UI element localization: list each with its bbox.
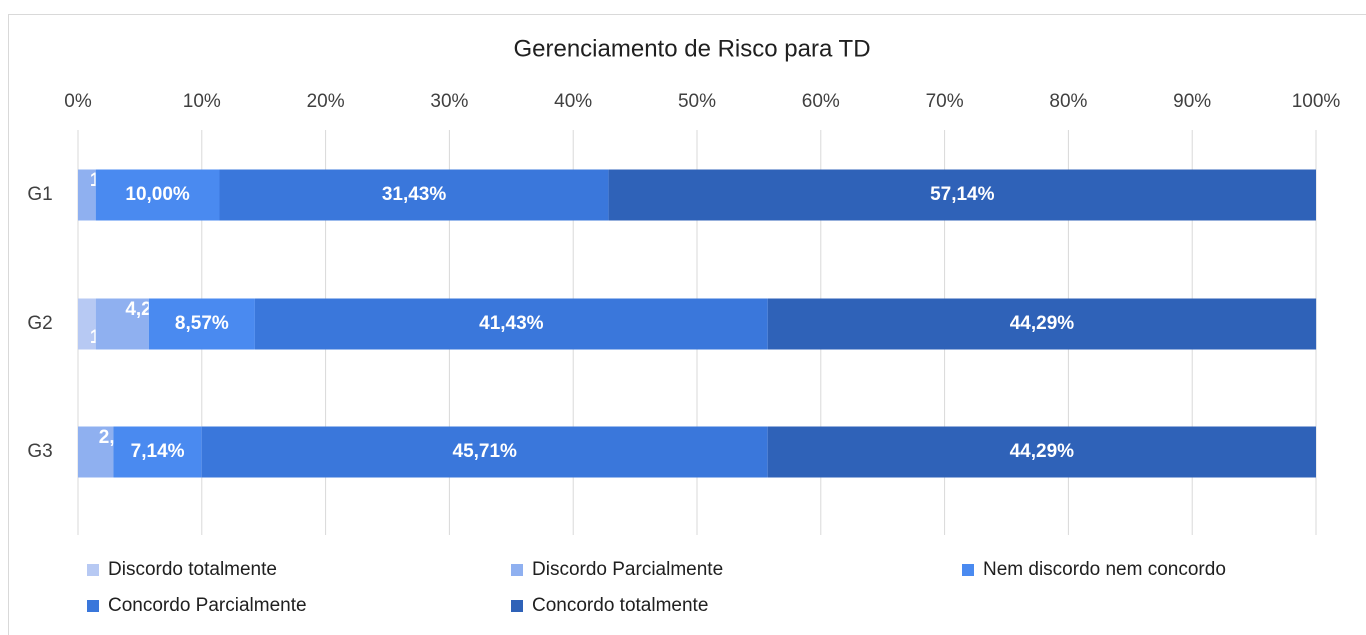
- y-tick-label: G1: [27, 184, 52, 205]
- x-tick-label: 40%: [554, 91, 592, 112]
- bar-segment: [78, 426, 114, 478]
- x-tick-label: 60%: [802, 91, 840, 112]
- value-label: 8,57%: [175, 313, 229, 334]
- bar-segment: [95, 298, 149, 350]
- x-tick-label: 0%: [64, 91, 92, 112]
- legend-swatch: [511, 564, 523, 576]
- value-label: 44,29%: [1010, 313, 1075, 334]
- bar-segment: [767, 426, 1316, 478]
- x-tick-label: 10%: [183, 91, 221, 112]
- bar-segment: [201, 426, 768, 478]
- x-tick-label: 80%: [1049, 91, 1087, 112]
- value-label: 41,43%: [479, 313, 544, 334]
- legend-swatch: [87, 600, 99, 612]
- x-tick-label: 100%: [1292, 91, 1341, 112]
- x-tick-label: 30%: [430, 91, 468, 112]
- bar-segment: [113, 426, 202, 478]
- legend-label: Nem discordo nem concordo: [983, 559, 1226, 580]
- value-label: 57,14%: [930, 184, 995, 205]
- legend-label: Discordo totalmente: [108, 559, 277, 580]
- bar-segment: [767, 298, 1317, 350]
- value-label: 44,29%: [1010, 441, 1075, 462]
- legend-swatch: [511, 600, 523, 612]
- value-label: 31,43%: [382, 184, 447, 205]
- bar-segment: [608, 169, 1316, 221]
- value-label: 45,71%: [453, 441, 518, 462]
- legend-swatch: [87, 564, 99, 576]
- bar-segment: [254, 298, 768, 350]
- x-tick-label: 50%: [678, 91, 716, 112]
- y-tick-label: G3: [27, 441, 52, 462]
- chart-title: Gerenciamento de Risco para TD: [513, 35, 870, 62]
- bar-segment: [78, 169, 96, 221]
- bar-segment: [95, 169, 220, 221]
- bar-segment: [148, 298, 255, 350]
- bar-segment: [219, 169, 609, 221]
- y-tick-label: G2: [27, 313, 52, 334]
- legend-label: Concordo totalmente: [532, 595, 708, 616]
- legend-label: Concordo Parcialmente: [108, 595, 307, 616]
- x-tick-label: 20%: [307, 91, 345, 112]
- value-label: 7,14%: [131, 441, 185, 462]
- x-tick-label: 90%: [1173, 91, 1211, 112]
- legend-label: Discordo Parcialmente: [532, 559, 723, 580]
- value-label: 10,00%: [125, 184, 190, 205]
- bar-segment: [78, 298, 96, 350]
- legend-swatch: [962, 564, 974, 576]
- x-tick-label: 70%: [926, 91, 964, 112]
